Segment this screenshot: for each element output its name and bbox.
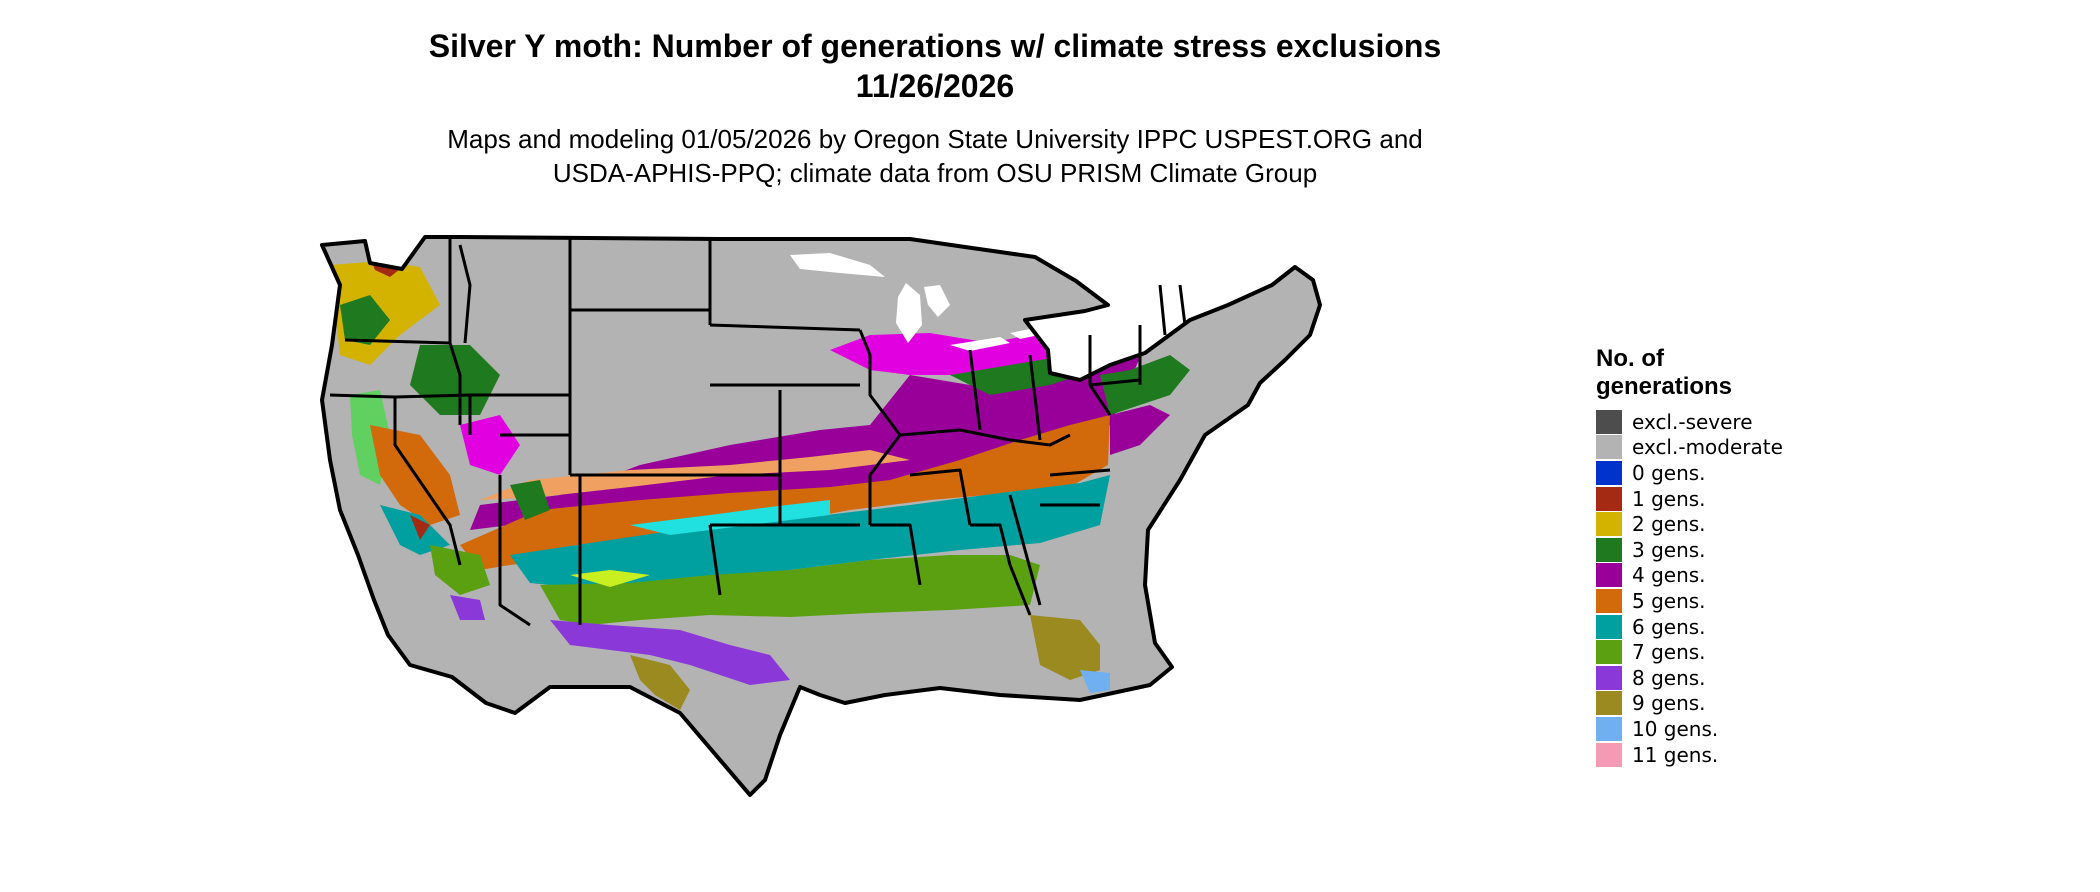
legend-label: 3 gens.	[1632, 537, 1706, 562]
legend-label: 8 gens.	[1632, 665, 1706, 690]
legend-swatch	[1596, 640, 1622, 665]
map-date: 11/26/2026	[855, 68, 1015, 104]
legend-swatch	[1596, 691, 1622, 716]
legend-swatch	[1596, 435, 1622, 460]
legend-title-line1: No. of	[1596, 345, 1664, 372]
legend-item: 3 gens.	[1596, 537, 1896, 563]
legend-item: 1 gens.	[1596, 486, 1896, 512]
legend-label: 0 gens.	[1632, 460, 1706, 485]
legend-title-line2: generations	[1596, 373, 1733, 400]
legend-swatch	[1596, 588, 1622, 613]
legend-label: 10 gens.	[1632, 716, 1719, 741]
us-generations-map	[320, 235, 1322, 797]
map-title: Silver Y moth: Number of generations w/ …	[428, 28, 1442, 64]
legend-item: 4 gens.	[1596, 563, 1896, 589]
legend-swatch	[1596, 512, 1622, 537]
legend-swatch	[1596, 563, 1622, 588]
legend-label: excl.-moderate	[1632, 435, 1783, 460]
map-subtitle-line1: Maps and modeling 01/05/2026 by Oregon S…	[447, 124, 1423, 154]
legend-item: excl.-severe	[1596, 409, 1896, 435]
legend: No. of generations excl.-severe excl.-mod…	[1596, 345, 1896, 767]
legend-item: 11 gens.	[1596, 742, 1896, 768]
legend-item: 5 gens.	[1596, 588, 1896, 614]
legend-swatch	[1596, 614, 1622, 639]
legend-item: excl.-moderate	[1596, 435, 1896, 461]
legend-item: 10 gens.	[1596, 716, 1896, 742]
legend-label: 6 gens.	[1632, 614, 1706, 639]
legend-item: 0 gens.	[1596, 460, 1896, 486]
legend-title: No. of generations	[1596, 345, 1896, 401]
legend-label: 4 gens.	[1632, 563, 1706, 588]
legend-label: 5 gens.	[1632, 588, 1706, 613]
legend-swatch	[1596, 486, 1622, 511]
legend-swatch	[1596, 665, 1622, 690]
legend-item: 2 gens.	[1596, 511, 1896, 537]
legend-label: 7 gens.	[1632, 640, 1706, 665]
legend-swatch	[1596, 716, 1622, 741]
legend-label: excl.-severe	[1632, 409, 1753, 434]
legend-swatch	[1596, 537, 1622, 562]
legend-label: 9 gens.	[1632, 691, 1706, 716]
legend-label: 2 gens.	[1632, 512, 1706, 537]
legend-swatch	[1596, 742, 1622, 767]
legend-item: 9 gens.	[1596, 691, 1896, 717]
legend-label: 1 gens.	[1632, 486, 1706, 511]
legend-item: 7 gens.	[1596, 639, 1896, 665]
legend-items: excl.-severe excl.-moderate 0 gens. 1 gens.…	[1596, 409, 1896, 767]
map-subtitle-line2: USDA-APHIS-PPQ; climate data from OSU PR…	[552, 158, 1318, 188]
legend-label: 11 gens.	[1632, 742, 1719, 767]
legend-item: 8 gens.	[1596, 665, 1896, 691]
legend-swatch	[1596, 409, 1622, 434]
legend-item: 6 gens.	[1596, 614, 1896, 640]
legend-swatch	[1596, 460, 1622, 485]
